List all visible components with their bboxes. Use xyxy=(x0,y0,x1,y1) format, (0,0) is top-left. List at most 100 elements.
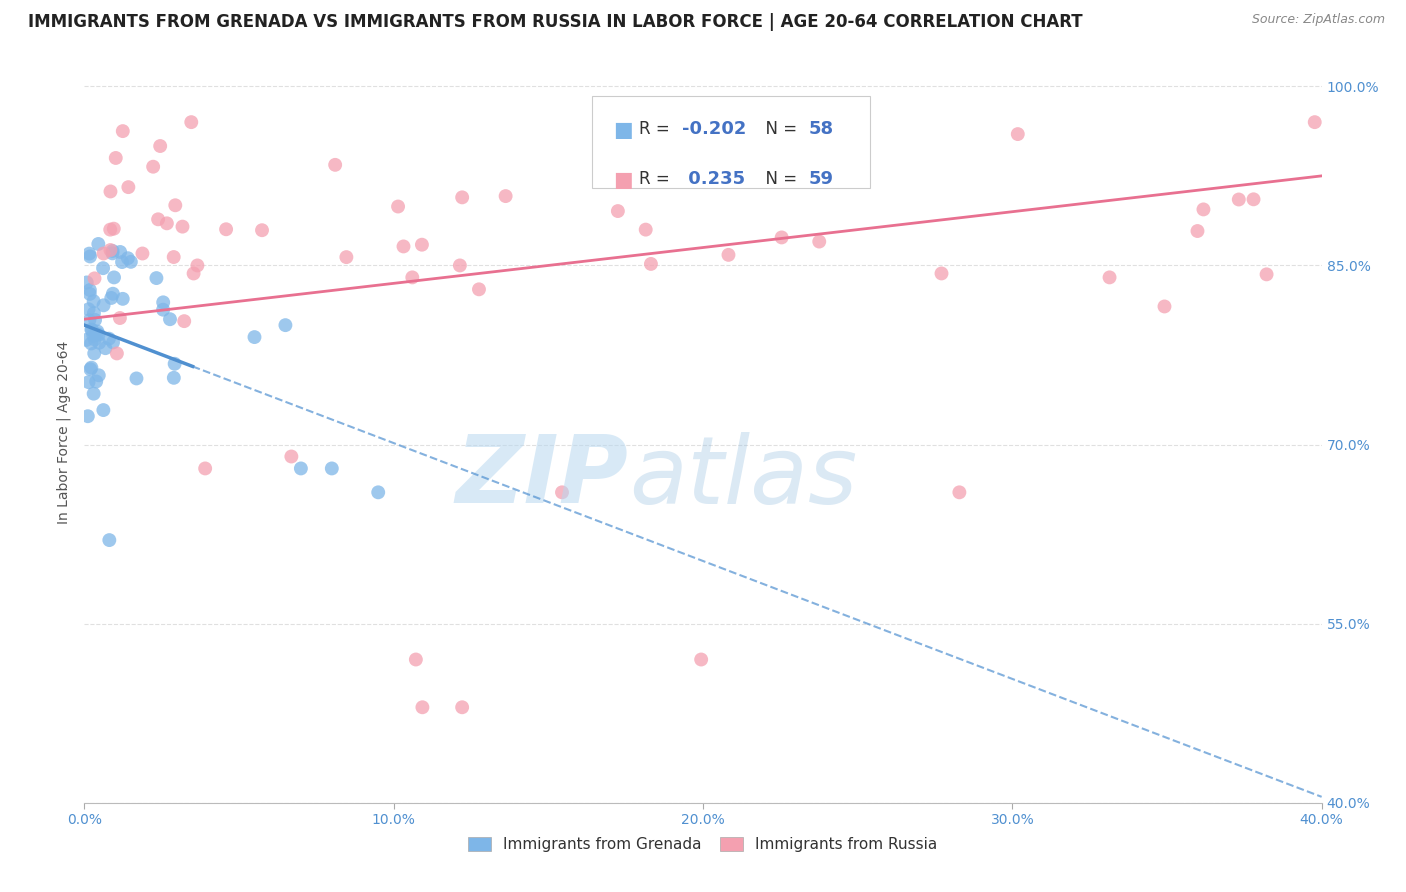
Point xyxy=(77,246,100,260)
Point xyxy=(79,313,101,327)
Point xyxy=(183,267,205,281)
Point xyxy=(80,323,103,337)
Point xyxy=(100,243,122,257)
Text: IMMIGRANTS FROM GRENADA VS IMMIGRANTS FROM RUSSIA IN LABOR FORCE | AGE 20-64 COR: IMMIGRANTS FROM GRENADA VS IMMIGRANTS FR… xyxy=(28,13,1083,31)
Point xyxy=(89,335,111,350)
Point xyxy=(87,327,110,342)
Point xyxy=(98,222,121,236)
Point xyxy=(87,368,110,383)
Point xyxy=(77,375,100,389)
Y-axis label: In Labor Force | Age 20-64: In Labor Force | Age 20-64 xyxy=(56,341,72,524)
Point xyxy=(1243,192,1265,206)
Point xyxy=(111,255,134,269)
Point xyxy=(690,652,713,666)
Point xyxy=(108,311,131,326)
Point xyxy=(117,251,139,265)
Point xyxy=(76,409,98,424)
Point xyxy=(152,295,174,310)
Point xyxy=(323,158,346,172)
Point xyxy=(76,276,98,290)
Point xyxy=(100,185,122,199)
Point xyxy=(931,267,953,281)
Point xyxy=(948,485,970,500)
Point xyxy=(387,200,409,214)
Point xyxy=(94,341,117,355)
Point xyxy=(117,180,139,194)
Point xyxy=(100,291,122,305)
Text: N =: N = xyxy=(755,169,803,188)
Point xyxy=(79,283,101,297)
Text: Source: ZipAtlas.com: Source: ZipAtlas.com xyxy=(1251,13,1385,27)
Point xyxy=(290,461,312,475)
Text: ■: ■ xyxy=(613,120,633,140)
Point xyxy=(77,302,100,317)
Point xyxy=(125,371,148,385)
Point xyxy=(451,700,474,714)
Point xyxy=(105,346,128,360)
Text: R =: R = xyxy=(638,120,675,138)
Point xyxy=(83,306,105,320)
Point xyxy=(180,115,202,129)
Point xyxy=(156,216,179,230)
Point xyxy=(84,375,107,389)
Point xyxy=(83,333,105,347)
Point xyxy=(152,302,174,317)
Point xyxy=(108,244,131,259)
Point xyxy=(274,318,297,333)
Point xyxy=(321,461,343,475)
Point xyxy=(717,248,740,262)
Point xyxy=(770,230,793,244)
Point xyxy=(1192,202,1215,217)
Text: 0.235: 0.235 xyxy=(682,169,745,188)
Point xyxy=(551,485,574,500)
Point xyxy=(87,237,110,252)
Point xyxy=(335,250,357,264)
Text: -0.202: -0.202 xyxy=(682,120,747,138)
Point xyxy=(79,250,101,264)
Point xyxy=(101,335,124,350)
Point xyxy=(84,313,107,327)
Point xyxy=(86,325,108,339)
Point xyxy=(93,403,115,417)
Point xyxy=(142,160,165,174)
Point xyxy=(1153,300,1175,314)
Point xyxy=(1227,193,1250,207)
Point xyxy=(103,221,125,235)
Point xyxy=(451,190,474,204)
Point xyxy=(80,323,103,337)
Point xyxy=(86,327,108,342)
Point xyxy=(468,282,491,296)
Point xyxy=(1098,270,1121,285)
Text: 58: 58 xyxy=(808,120,834,138)
Point xyxy=(808,235,831,249)
Text: atlas: atlas xyxy=(628,432,858,523)
Point xyxy=(79,362,101,376)
Point xyxy=(120,255,142,269)
Point xyxy=(495,189,517,203)
Point xyxy=(83,346,105,360)
Point xyxy=(1256,268,1278,282)
Point xyxy=(93,246,115,260)
Point xyxy=(146,212,169,227)
Point xyxy=(186,259,208,273)
Legend: Immigrants from Grenada, Immigrants from Russia: Immigrants from Grenada, Immigrants from… xyxy=(463,830,943,858)
Point xyxy=(83,386,105,401)
Point xyxy=(83,294,105,309)
Point xyxy=(80,336,103,351)
Point xyxy=(367,485,389,500)
Point xyxy=(165,198,187,212)
Point xyxy=(194,461,217,475)
Point xyxy=(1007,127,1029,141)
Point xyxy=(111,292,134,306)
Point xyxy=(173,314,195,328)
Point xyxy=(449,259,471,273)
Point xyxy=(97,332,120,346)
Point xyxy=(93,298,115,312)
Point xyxy=(411,237,433,252)
Point xyxy=(163,371,186,385)
Point xyxy=(83,271,105,285)
Text: N =: N = xyxy=(755,120,803,138)
Text: 59: 59 xyxy=(808,169,834,188)
Point xyxy=(79,286,101,301)
Point xyxy=(159,312,181,326)
